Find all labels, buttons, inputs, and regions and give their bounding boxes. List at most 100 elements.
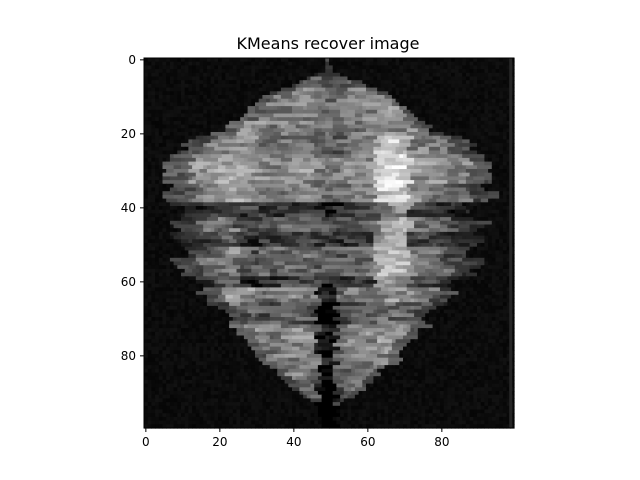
image-pixel: [240, 180, 249, 185]
image-pixel: [177, 146, 182, 152]
image-pixel: [258, 250, 263, 255]
image-pixel: [440, 243, 445, 248]
image-pixel: [436, 313, 441, 318]
image-pixel: [465, 69, 471, 74]
image-pixel: [229, 58, 234, 63]
image-pixel: [425, 217, 434, 222]
image-pixel: [473, 209, 478, 214]
image-pixel: [454, 235, 463, 240]
image-pixel: [440, 231, 445, 237]
image-pixel: [369, 317, 378, 322]
image-pixel: [177, 280, 182, 285]
image-pixel: [340, 165, 352, 170]
image-pixel: [177, 291, 182, 296]
image-pixel: [214, 61, 219, 66]
image-pixel: [184, 117, 189, 122]
image-pixel: [203, 124, 208, 129]
image-pixel: [243, 317, 249, 322]
image-pixel: [403, 224, 415, 229]
image-pixel: [266, 291, 278, 296]
image-pixel: [151, 172, 156, 177]
image-pixel: [447, 65, 452, 70]
image-pixel: [314, 61, 319, 66]
image-pixel: [377, 198, 389, 203]
image-pixel: [158, 83, 164, 89]
image-pixel: [377, 109, 382, 115]
image-pixel: [321, 298, 326, 303]
image-pixel: [440, 95, 445, 100]
image-pixel: [336, 324, 349, 329]
image-pixel: [195, 176, 201, 181]
image-pixel: [477, 69, 482, 74]
image-pixel: [158, 169, 164, 174]
image-pixel: [473, 69, 478, 74]
image-pixel: [462, 161, 474, 166]
image-pixel: [232, 61, 238, 66]
image-pixel: [247, 239, 260, 244]
image-pixel: [177, 268, 182, 274]
image-pixel: [262, 265, 275, 270]
image-pixel: [177, 254, 182, 259]
image-pixel: [295, 246, 304, 251]
image-pixel: [240, 72, 245, 78]
image-pixel: [510, 95, 515, 100]
image-pixel: [432, 294, 441, 300]
image-pixel: [155, 154, 160, 159]
image-pixel: [499, 106, 504, 111]
image-pixel: [147, 61, 152, 66]
image-pixel: [295, 220, 308, 226]
image-pixel: [417, 65, 423, 70]
image-pixel: [488, 76, 493, 81]
image-pixel: [184, 128, 189, 133]
image-pixel: [210, 102, 215, 107]
image-pixel: [480, 287, 485, 292]
image-pixel: [473, 128, 478, 133]
image-pixel: [310, 109, 315, 115]
image-pixel: [184, 109, 189, 115]
image-pixel: [221, 65, 226, 70]
image-pixel: [214, 202, 219, 207]
image-pixel: [362, 113, 374, 118]
image-pixel: [169, 283, 175, 288]
image-pixel: [155, 291, 160, 296]
image-pixel: [351, 146, 363, 152]
image-pixel: [399, 194, 411, 200]
image-pixel: [225, 95, 230, 100]
image-pixel: [414, 202, 426, 207]
image-pixel: [351, 139, 363, 144]
image-pixel: [495, 272, 500, 277]
image-pixel: [221, 250, 226, 255]
image-pixel: [358, 143, 371, 148]
image-pixel: [436, 117, 441, 122]
image-pixel: [280, 191, 286, 196]
image-pixel: [203, 161, 212, 166]
image-pixel: [491, 109, 497, 115]
image-pixel: [155, 83, 160, 89]
image-pixel: [166, 324, 171, 329]
image-pixel: [181, 183, 193, 189]
image-pixel: [428, 132, 434, 137]
image-pixel: [147, 261, 152, 266]
image-pixel: [317, 65, 323, 70]
image-pixel: [347, 209, 356, 214]
image-pixel: [336, 309, 341, 314]
image-pixel: [502, 191, 508, 196]
image-pixel: [151, 276, 156, 281]
image-pixel: [317, 272, 326, 277]
image-pixel: [166, 72, 171, 78]
image-pixel: [399, 206, 411, 211]
image-pixel: [395, 165, 400, 170]
image-pixel: [258, 235, 267, 240]
image-pixel: [169, 294, 175, 300]
image-pixel: [236, 187, 249, 192]
image-pixel: [255, 58, 260, 63]
image-pixel: [162, 169, 167, 174]
image-pixel: [221, 231, 230, 237]
image-pixel: [184, 328, 189, 333]
image-pixel: [462, 113, 467, 118]
image-pixel: [173, 209, 178, 214]
image-pixel: [225, 58, 230, 63]
image-pixel: [447, 169, 456, 174]
image-pixel: [214, 298, 223, 303]
image-pixel: [421, 135, 426, 140]
